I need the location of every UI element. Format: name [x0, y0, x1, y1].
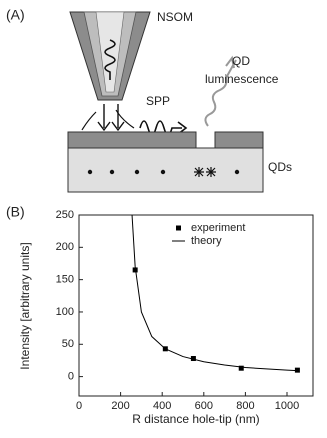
data-point	[294, 367, 300, 373]
y-tick-label: 200	[56, 241, 74, 253]
nsom-label: NSOM	[157, 10, 193, 24]
metal-film	[214, 131, 264, 149]
data-point	[190, 356, 196, 362]
x-tick-label: 200	[111, 400, 129, 412]
y-axis-label: Intensity [arbitrary units]	[18, 242, 32, 369]
legend-marker	[176, 225, 181, 231]
qd-dots	[87, 169, 240, 175]
panel-label: (B)	[6, 204, 25, 220]
plot-frame	[78, 214, 314, 397]
legend-label: theory	[191, 235, 222, 247]
x-tick-label: 1000	[275, 400, 299, 412]
spp-label: SPP	[146, 94, 170, 108]
metal-film	[67, 131, 197, 149]
luminescence-wave	[204, 55, 237, 127]
y-tick-label: 150	[56, 274, 74, 286]
light-wave	[104, 39, 116, 80]
x-tick-label: 600	[195, 400, 213, 412]
x-axis-label: R distance hole-tip (nm)	[132, 412, 259, 426]
arrow	[81, 109, 135, 131]
x-tick-label: 800	[236, 400, 254, 412]
excited-qd	[194, 167, 216, 177]
arrow	[97, 104, 111, 132]
substrate	[67, 147, 264, 193]
panel-label: (A)	[6, 7, 25, 23]
y-tick-label: 250	[56, 209, 74, 221]
x-tick-label: 400	[153, 400, 171, 412]
theory-line	[131, 214, 300, 372]
data-point	[238, 365, 244, 371]
qds-label: QDs	[268, 160, 292, 174]
x-tick-label: 0	[76, 400, 82, 412]
arrow	[111, 104, 125, 132]
y-tick-label: 100	[56, 306, 74, 318]
tip-core	[95, 11, 125, 93]
legend-label: experiment	[191, 222, 245, 234]
y-tick-label: 0	[68, 371, 74, 383]
qd-label: QD	[232, 54, 250, 68]
luminescence-label: luminescence	[205, 72, 279, 86]
y-tick-label: 50	[62, 338, 74, 350]
